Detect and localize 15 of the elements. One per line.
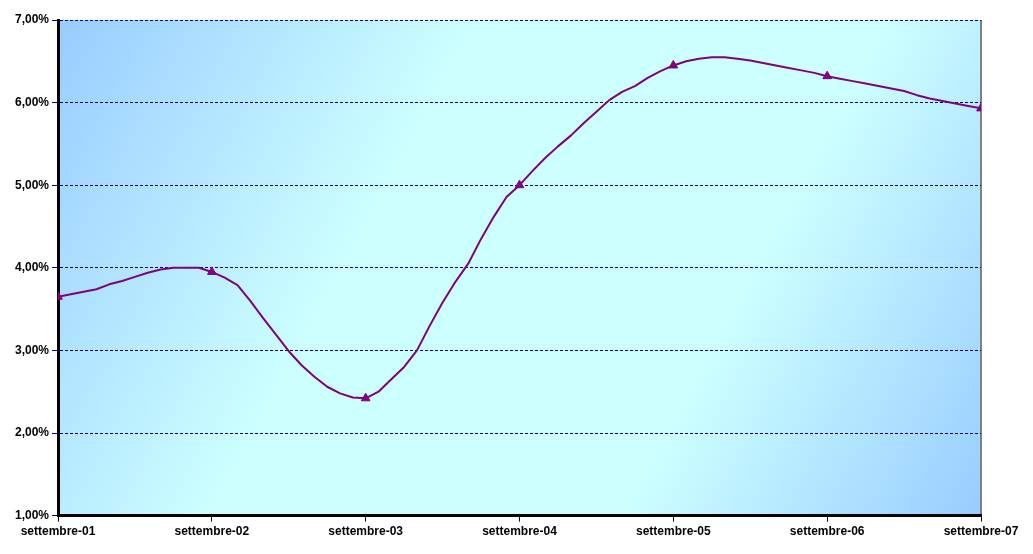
y-tick-label: 2,00% [14, 425, 50, 440]
x-tick-label: settembre-06 [789, 524, 865, 539]
x-tick-label: settembre-04 [482, 524, 558, 539]
x-tick-label: settembre-01 [20, 524, 96, 539]
x-tick-label: settembre-03 [328, 524, 404, 539]
y-tick-label: 7,00% [14, 12, 50, 27]
x-tick-label: settembre-05 [635, 524, 712, 539]
y-tick-label: 6,00% [14, 94, 50, 109]
y-tick-label: 1,00% [14, 507, 50, 522]
y-tick-label: 4,00% [14, 260, 50, 275]
x-tick-label: settembre-07 [943, 524, 1019, 539]
point [668, 59, 679, 69]
y-tick-label: 5,00% [14, 177, 50, 192]
x-tick-label: settembre-02 [174, 524, 250, 539]
y-tick-label: 3,00% [14, 342, 50, 357]
